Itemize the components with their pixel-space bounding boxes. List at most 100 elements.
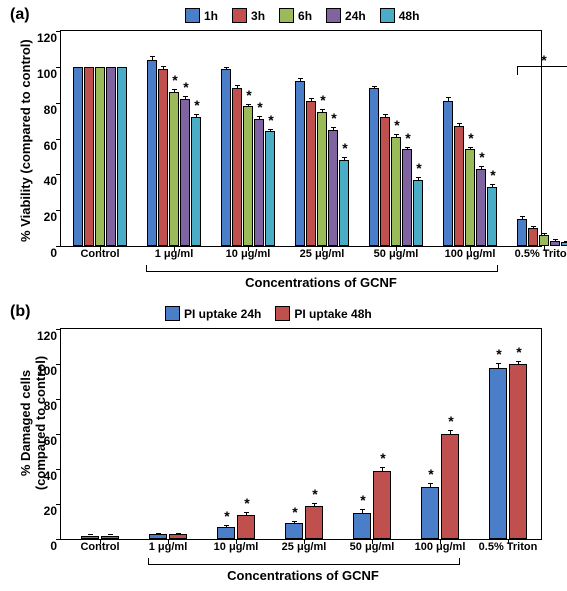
y-tick-mark	[56, 210, 61, 211]
legend-swatch	[185, 8, 200, 23]
error-cap	[161, 66, 166, 67]
legend-item: 24h	[326, 8, 366, 23]
y-tick: 40	[44, 174, 61, 188]
bar	[391, 137, 401, 246]
significance-star: *	[490, 167, 495, 183]
error-cap	[516, 361, 521, 362]
bar	[339, 160, 349, 246]
panel-letter-b: (b)	[10, 303, 30, 321]
y-tick-mark	[56, 469, 61, 470]
error-cap	[320, 109, 325, 110]
legend-item: PI uptake 48h	[275, 306, 371, 321]
y-tick: 0	[50, 539, 61, 553]
x-tick-mark	[168, 539, 169, 544]
error-cap	[383, 114, 388, 115]
bar	[106, 67, 116, 246]
significance-star: *	[183, 79, 188, 95]
x-bracket-a	[146, 265, 498, 272]
bar	[421, 487, 439, 540]
bar	[117, 67, 127, 246]
legend-a: 1h3h6h24h48h	[185, 8, 419, 23]
error-cap	[194, 114, 199, 115]
error-cap	[416, 177, 421, 178]
bar	[158, 69, 168, 246]
significance-star: *	[292, 504, 297, 520]
legend-swatch	[279, 8, 294, 23]
x-tick-mark	[100, 246, 101, 251]
x-bracket-b	[148, 558, 460, 565]
bar	[254, 119, 264, 246]
x-tick-mark	[470, 246, 471, 251]
bar	[443, 101, 453, 246]
legend-label: 3h	[251, 9, 265, 23]
bar	[169, 92, 179, 246]
error-cap	[172, 89, 177, 90]
legend-item: 1h	[185, 8, 218, 23]
error-cap	[176, 533, 181, 534]
viability-chart: 020406080100120Control***1 μg/ml***10 μg…	[60, 30, 542, 247]
y-tick-mark	[56, 399, 61, 400]
bar	[528, 228, 538, 246]
damaged-cells-chart: 020406080100120Control1 μg/ml**10 μg/ml*…	[60, 328, 542, 540]
error-cap	[531, 226, 536, 227]
error-cap	[246, 104, 251, 105]
bar	[265, 131, 275, 246]
error-cap	[244, 512, 249, 513]
significance-star: *	[172, 72, 177, 88]
error-cap	[360, 509, 365, 510]
error-cap	[428, 483, 433, 484]
y-axis-label-b-l1: % Damaged cells	[18, 328, 33, 518]
error-cap	[496, 363, 501, 364]
significance-star: *	[268, 112, 273, 128]
bar	[191, 117, 201, 246]
error-cap	[235, 85, 240, 86]
bar	[476, 169, 486, 246]
error-cap	[372, 86, 377, 87]
error-cap	[292, 521, 297, 522]
error-cap	[520, 216, 525, 217]
x-tick-mark	[440, 539, 441, 544]
significance-star: *	[246, 87, 251, 103]
y-tick: 80	[44, 103, 61, 117]
error-cap	[224, 67, 229, 68]
error-cap	[457, 123, 462, 124]
significance-star: *	[320, 92, 325, 108]
legend-label: 24h	[345, 9, 366, 23]
significance-star: *	[380, 450, 385, 466]
legend-label: PI uptake 48h	[294, 307, 371, 321]
x-axis-label-b: Concentrations of GCNF	[148, 568, 458, 583]
error-cap	[312, 503, 317, 504]
bar	[237, 515, 255, 540]
x-tick-mark	[248, 246, 249, 251]
bar	[180, 99, 190, 246]
bar	[317, 112, 327, 246]
significance-star: *	[496, 346, 501, 362]
bar	[454, 126, 464, 246]
error-cap	[150, 56, 155, 57]
significance-star: *	[257, 99, 262, 115]
significance-star: *	[416, 160, 421, 176]
bar	[489, 368, 507, 540]
significance-star: *	[342, 140, 347, 156]
sig-bracket-star-a: *	[541, 52, 546, 68]
legend-b: PI uptake 24hPI uptake 48h	[165, 306, 372, 321]
legend-swatch	[275, 306, 290, 321]
y-tick-mark	[56, 67, 61, 68]
y-tick: 20	[44, 210, 61, 224]
y-tick-mark	[56, 434, 61, 435]
error-cap	[490, 184, 495, 185]
legend-swatch	[326, 8, 341, 23]
legend-swatch	[165, 306, 180, 321]
error-cap	[564, 241, 567, 242]
significance-star: *	[312, 486, 317, 502]
error-cap	[108, 534, 113, 535]
x-tick-mark	[508, 539, 509, 544]
bar	[517, 219, 527, 246]
error-cap	[298, 78, 303, 79]
y-tick-mark	[56, 139, 61, 140]
legend-label: 48h	[399, 9, 420, 23]
y-tick-mark	[56, 103, 61, 104]
error-cap	[257, 116, 262, 117]
error-cap	[342, 157, 347, 158]
x-tick-mark	[322, 246, 323, 251]
